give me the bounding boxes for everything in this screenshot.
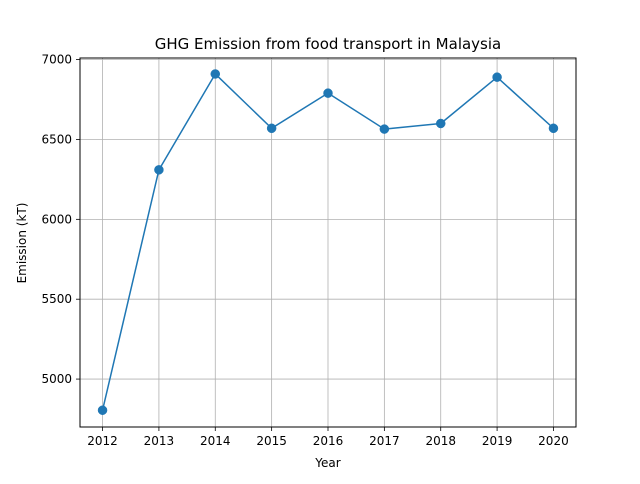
x-tick-label: 2018 — [425, 434, 456, 448]
data-point — [266, 123, 277, 134]
x-tick-label: 2015 — [256, 434, 287, 448]
data-point — [492, 72, 502, 82]
y-tick-label: 5500 — [41, 292, 72, 306]
x-tick-label: 2012 — [87, 434, 118, 448]
data-point — [154, 165, 164, 175]
data-point — [435, 118, 446, 129]
grid — [80, 58, 576, 427]
x-tick-label: 2019 — [482, 434, 513, 448]
y-tick-label: 6000 — [41, 212, 72, 226]
data-point — [97, 405, 108, 415]
y-axis-ticks: 5000 5500 6000 6500 7000 — [41, 53, 80, 386]
data-point — [210, 69, 221, 79]
x-tick-label: 2016 — [313, 434, 344, 448]
series-markers — [97, 69, 559, 415]
x-tick-label: 2017 — [369, 434, 400, 448]
x-axis-label: Year — [314, 456, 340, 470]
data-point — [323, 88, 333, 98]
x-tick-label: 2013 — [144, 434, 175, 448]
y-tick-label: 7000 — [41, 53, 72, 67]
x-tick-label: 2014 — [200, 434, 231, 448]
y-axis-label: Emission (kT) — [15, 203, 29, 284]
data-point — [548, 123, 559, 134]
y-tick-label: 5000 — [41, 372, 72, 386]
x-axis-ticks: 2012 2013 2014 2015 2016 2017 2018 2019 2020 — [87, 427, 569, 448]
data-point — [379, 124, 390, 134]
chart-title: GHG Emission from food transport in Mala… — [155, 35, 501, 53]
y-tick-label: 6500 — [41, 132, 72, 146]
x-tick-label: 2020 — [538, 434, 569, 448]
